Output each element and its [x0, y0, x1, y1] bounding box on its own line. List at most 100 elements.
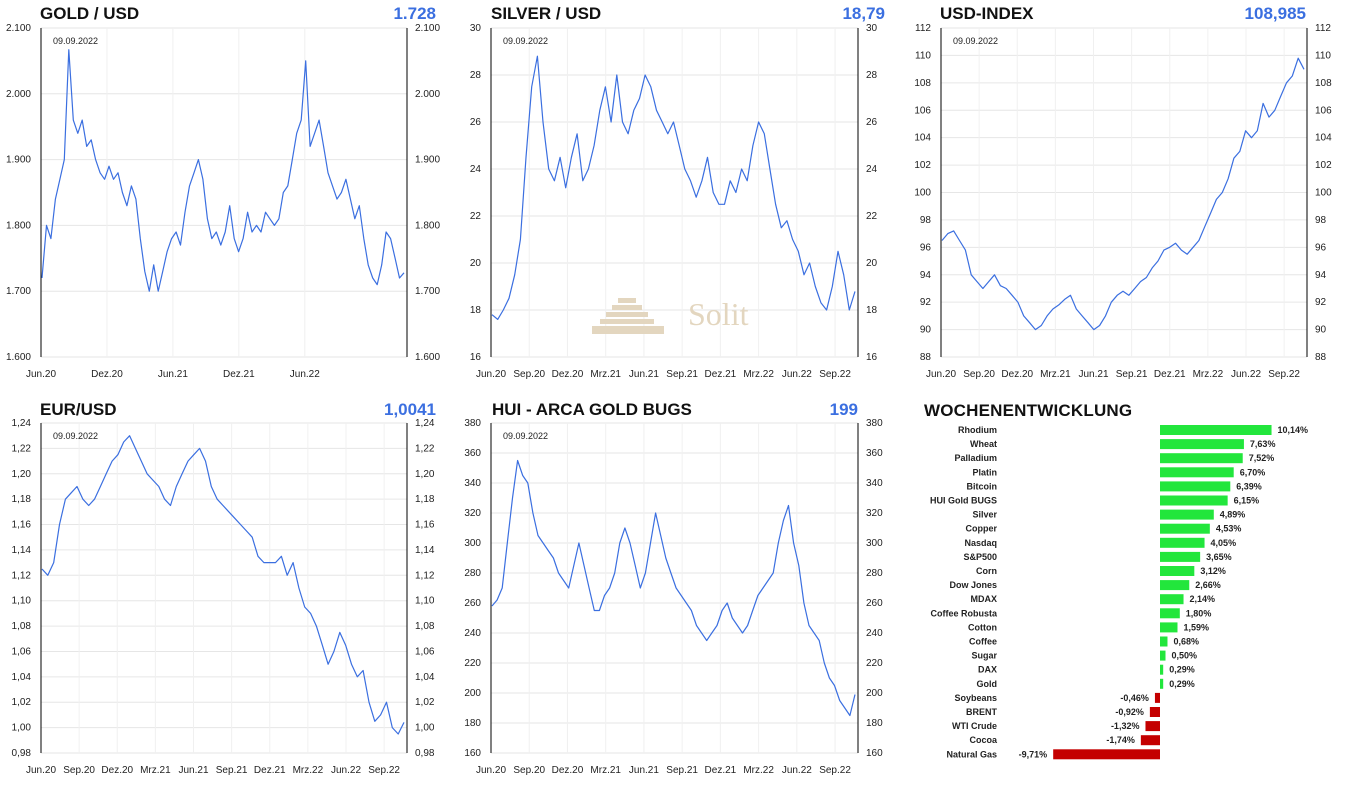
y-tick-label-left: 380	[464, 418, 481, 429]
x-tick-label: Jun.22	[782, 765, 812, 776]
y-tick-label-left: 106	[914, 105, 931, 116]
y-tick-label-left: 22	[470, 211, 482, 222]
y-tick-label-left: 108	[914, 78, 931, 89]
bar-category-label: Corn	[976, 566, 997, 576]
y-tick-label-right: 300	[866, 538, 883, 549]
x-tick-label: Sep.20	[513, 765, 545, 776]
solit-logo: Solit	[588, 294, 768, 340]
y-tick-label-left: 1,10	[12, 596, 32, 607]
bar	[1160, 425, 1272, 435]
y-tick-label-right: 98	[1315, 215, 1327, 226]
y-tick-label-left: 96	[920, 242, 932, 253]
bar-value-label: 6,70%	[1240, 467, 1266, 477]
y-tick-label-right: 1.700	[415, 286, 440, 297]
chart-svg: 2.100 2.100 2.000 2.000 1.900 1.900 1.800 1.800…	[6, 23, 440, 380]
bar-value-label: 0,29%	[1169, 665, 1195, 675]
y-tick-label-left: 110	[915, 50, 931, 61]
y-tick-label-left: 280	[464, 568, 481, 579]
y-tick-label-right: 2.100	[415, 23, 440, 34]
y-tick-label-right: 18	[866, 305, 878, 316]
bar	[1160, 636, 1168, 647]
x-tick-label: Sep.20	[963, 369, 995, 380]
y-tick-label-left: 300	[464, 538, 481, 549]
bar-category-label: Nasdaq	[964, 538, 997, 548]
y-tick-label-right: 30	[866, 23, 878, 34]
y-tick-label-right: 20	[866, 258, 878, 269]
x-tick-label: Sep.22	[819, 765, 851, 776]
y-tick-label-left: 1,16	[12, 520, 32, 531]
y-tick-label-right: 96	[1315, 242, 1327, 253]
y-tick-label-left: 260	[464, 598, 481, 609]
x-tick-label: Sep.21	[666, 765, 698, 776]
y-tick-label-right: 200	[866, 688, 883, 699]
y-tick-label-right: 340	[866, 478, 883, 489]
chart-title: EUR/USD	[40, 400, 117, 419]
bar-value-label: 4,53%	[1216, 524, 1242, 534]
x-tick-label: Sep.22	[1268, 369, 1300, 380]
bar-category-label: Natural Gas	[946, 749, 997, 759]
bar	[1160, 523, 1210, 534]
bar	[1160, 594, 1184, 605]
series-line	[491, 459, 856, 717]
y-tick-label-left: 200	[464, 688, 481, 699]
y-tick-label-right: 1,16	[415, 520, 435, 531]
bar-category-label: HUI Gold BUGS	[930, 496, 997, 506]
y-tick-label-left: 94	[920, 270, 932, 281]
x-tick-label: Mrz.21	[590, 765, 621, 776]
x-tick-label: Jun.20	[476, 369, 506, 380]
y-tick-label-right: 2.000	[415, 89, 440, 100]
y-tick-label-right: 102	[1315, 160, 1332, 171]
y-tick-label-right: 28	[866, 70, 878, 81]
series-line	[41, 49, 405, 292]
x-tick-label: Jun.22	[1231, 369, 1261, 380]
x-tick-label: Dez.21	[1154, 369, 1186, 380]
bar-category-label: DAX	[978, 665, 997, 675]
x-tick-label: Jun.20	[476, 765, 506, 776]
bar	[1160, 453, 1243, 464]
bar	[1154, 692, 1160, 703]
x-tick-label: Dez.20	[552, 765, 584, 776]
bar-category-label: S&P500	[963, 552, 997, 562]
y-tick-label-left: 180	[464, 718, 481, 729]
y-tick-label-right: 22	[866, 211, 878, 222]
y-tick-label-left: 1,14	[12, 545, 32, 556]
bar	[1160, 608, 1180, 619]
y-tick-label-left: 1,08	[12, 621, 32, 632]
chart-panel-eur-usd: EUR/USD 1,0041 1,24 1,24 1,22 1,22 1,20 1,20 1…	[0, 396, 450, 787]
bar	[1160, 509, 1214, 520]
bar-category-label: Sugar	[971, 651, 997, 661]
y-tick-label-left: 1.800	[6, 220, 31, 231]
y-tick-label-left: 240	[464, 628, 481, 639]
bar-value-label: 4,05%	[1211, 538, 1237, 548]
bar-value-label: 6,39%	[1236, 481, 1262, 491]
y-tick-label-right: 104	[1315, 133, 1332, 144]
bar-value-label: 2,14%	[1190, 594, 1216, 604]
bar	[1160, 664, 1164, 675]
y-tick-label-right: 1,20	[415, 469, 435, 480]
y-tick-label-left: 320	[464, 508, 481, 519]
x-tick-label: Jun.21	[178, 765, 208, 776]
y-tick-label-left: 90	[920, 325, 932, 336]
chart-date-label: 09.09.2022	[53, 36, 98, 46]
x-tick-label: Sep.21	[666, 369, 698, 380]
chart-current-value: 199	[829, 400, 858, 419]
chart-panel-silver-usd: SILVER / USD 18,79 30 30 28 28 26 26 24 24 22 22 2…	[450, 0, 900, 390]
y-tick-label-left: 20	[470, 258, 482, 269]
y-tick-label-right: 90	[1315, 325, 1327, 336]
y-tick-label-left: 1.900	[6, 155, 31, 166]
y-tick-label-right: 94	[1315, 270, 1327, 281]
y-tick-label-left: 1,24	[12, 418, 32, 429]
bar-category-label: Coffee Robusta	[930, 608, 997, 618]
chart-date-label: 09.09.2022	[53, 431, 98, 441]
y-tick-label-left: 104	[914, 133, 931, 144]
y-tick-label-left: 1,22	[12, 443, 32, 454]
x-tick-label: Sep.22	[819, 369, 851, 380]
y-tick-label-right: 1,00	[415, 723, 435, 734]
y-tick-label-right: 1,04	[415, 672, 435, 683]
bar	[1053, 749, 1160, 760]
y-tick-label-left: 1,04	[12, 672, 32, 683]
x-tick-label: Dez.21	[254, 765, 286, 776]
bar-value-label: 10,14%	[1278, 425, 1309, 435]
x-tick-label: Dez.21	[223, 369, 255, 380]
bar-value-label: 7,63%	[1250, 439, 1276, 449]
